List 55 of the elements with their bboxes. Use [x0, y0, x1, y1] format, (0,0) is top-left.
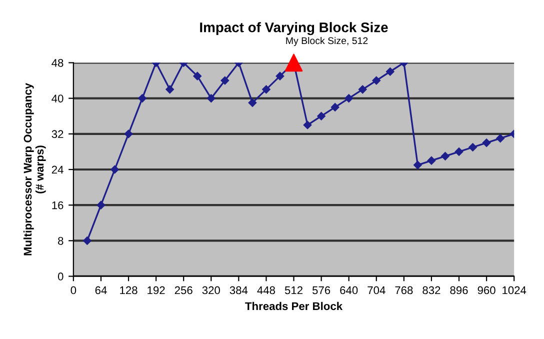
- y-tick-label: 40: [52, 94, 64, 102]
- point: [193, 72, 202, 80]
- point: [284, 54, 303, 72]
- point: [386, 67, 394, 76]
- point: [303, 120, 312, 130]
- x-tick-label: 960: [478, 286, 496, 294]
- point: [414, 160, 422, 170]
- x-tick-label: 192: [148, 286, 165, 294]
- x-tick-label: 256: [174, 286, 192, 294]
- point: [138, 94, 146, 102]
- point: [441, 152, 450, 160]
- x-tick-label: 0: [70, 286, 76, 294]
- x-tick-label: 704: [368, 286, 386, 294]
- x-axis-title: Threads Per Block: [245, 302, 343, 310]
- point: [276, 72, 284, 80]
- point: [124, 130, 133, 138]
- point: [83, 236, 92, 245]
- point: [496, 134, 504, 142]
- x-tick-label: 320: [202, 286, 220, 294]
- x-tick-label: 1024: [502, 286, 526, 294]
- y-tick-label: 48: [52, 58, 64, 67]
- point: [330, 103, 340, 112]
- x-tick-label: 896: [450, 286, 468, 294]
- point: [220, 76, 230, 85]
- y-tick-label: 16: [52, 201, 64, 210]
- point: [372, 76, 381, 85]
- point: [110, 165, 119, 174]
- point: [317, 112, 326, 120]
- y-tick-label: 24: [52, 166, 64, 174]
- x-tick-label: 640: [340, 286, 358, 294]
- x-tick-label: 128: [120, 286, 138, 294]
- x-tick-label: 576: [312, 286, 330, 294]
- point: [262, 85, 270, 94]
- y-tick-label: 0: [58, 272, 64, 280]
- point: [248, 98, 257, 107]
- point: [482, 138, 491, 147]
- point: [454, 148, 464, 156]
- x-tick-label: 384: [230, 286, 248, 294]
- x-tick-label: 64: [95, 286, 107, 294]
- point: [166, 85, 174, 94]
- x-tick-label: 448: [257, 286, 276, 294]
- x-tick-label: 512: [284, 286, 302, 294]
- y-axis-title: Multiprocessor Warp Occupancy (# warps): [23, 83, 46, 256]
- point: [207, 94, 216, 102]
- point: [358, 85, 367, 94]
- chart-title: Impact of Varying Block Size: [200, 22, 388, 36]
- y-tick-label: 32: [52, 130, 64, 138]
- point: [427, 156, 436, 165]
- annotation: My Block Size, 512: [286, 36, 368, 46]
- y-tick-label: 8: [58, 236, 64, 245]
- x-tick-label: 832: [422, 286, 440, 294]
- point: [468, 143, 477, 152]
- point: [96, 200, 106, 210]
- x-tick-label: 768: [395, 286, 413, 294]
- point: [344, 94, 353, 102]
